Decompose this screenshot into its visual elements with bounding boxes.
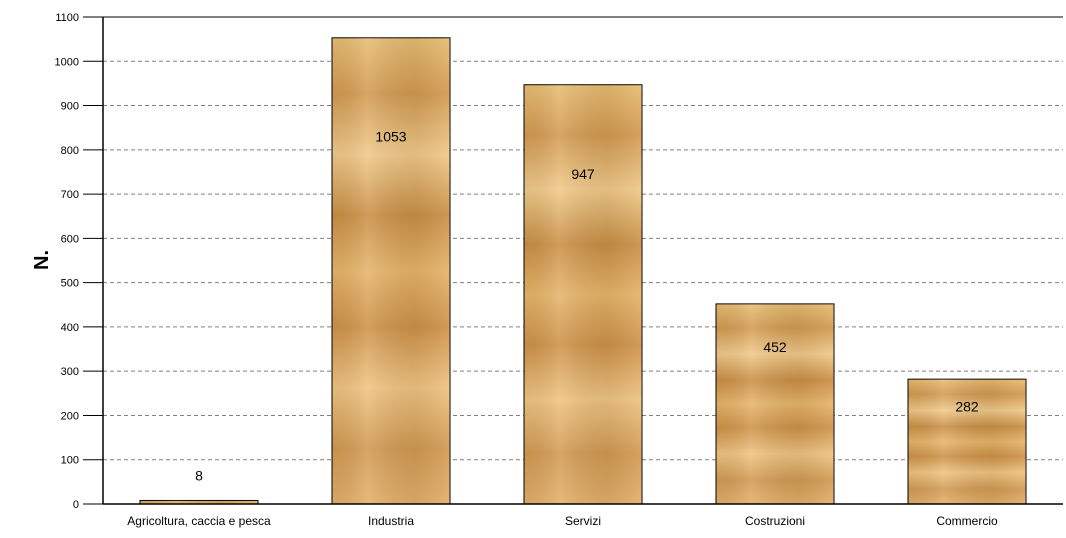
bar-value-label: 452 xyxy=(763,339,787,355)
y-tick-label: 800 xyxy=(61,145,79,157)
x-category-label: Commercio xyxy=(936,514,998,528)
x-category-label: Servizi xyxy=(565,514,601,528)
y-axis-title: N. xyxy=(31,250,53,270)
bar-value-label: 282 xyxy=(955,398,979,414)
bar-shade xyxy=(332,37,450,505)
bar-shade xyxy=(140,500,258,504)
y-tick-label: 100 xyxy=(61,455,79,467)
y-tick-label: 0 xyxy=(73,499,79,511)
x-category-label: Agricoltura, caccia e pesca xyxy=(127,514,271,528)
bar-shade xyxy=(716,303,834,504)
x-category-label: Industria xyxy=(368,514,414,528)
labels: 0 100 200 300 400 500 600 700 800 900 1000 1100 8 Agr… xyxy=(55,12,998,528)
y-tick-label: 500 xyxy=(61,278,79,290)
x-category-label: Costruzioni xyxy=(745,514,805,528)
y-tick-label: 700 xyxy=(61,189,79,201)
y-tick-label: 300 xyxy=(61,366,79,378)
y-tick-label: 400 xyxy=(61,322,79,334)
y-tick-label: 1100 xyxy=(55,12,79,24)
bar-value-label: 947 xyxy=(571,166,595,182)
y-tick-label: 600 xyxy=(61,233,79,245)
y-tick-label: 1000 xyxy=(55,56,79,68)
axes xyxy=(83,16,1063,505)
bar-shade xyxy=(524,84,642,504)
bar-value-label: 1053 xyxy=(375,129,406,145)
bars xyxy=(139,37,1027,505)
y-tick-label: 200 xyxy=(61,410,79,422)
bar-shade xyxy=(908,379,1026,504)
bar-value-label: 8 xyxy=(195,467,203,483)
y-tick-label: 900 xyxy=(61,101,79,113)
